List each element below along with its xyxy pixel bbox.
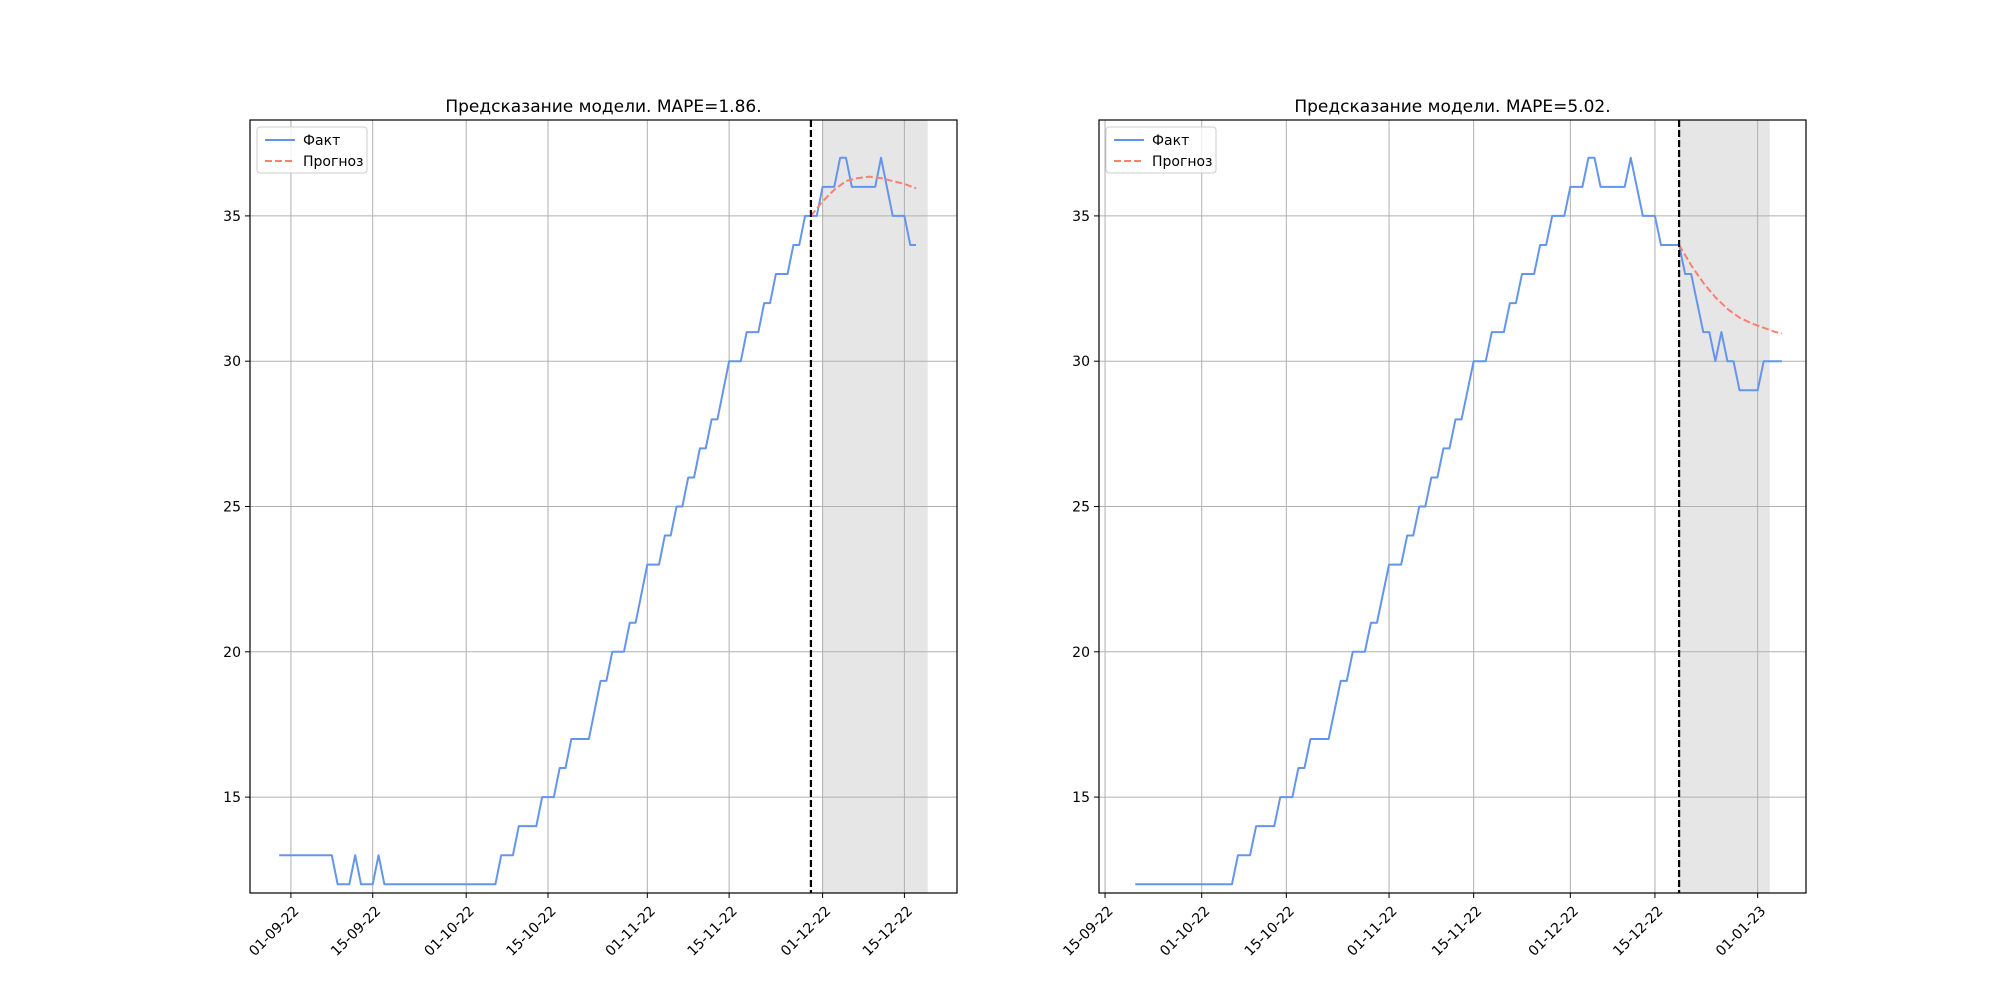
legend-label: Факт	[1152, 133, 1189, 149]
y-tick-label: 20	[223, 645, 241, 661]
series-line-forecast	[810, 175, 917, 217]
chart-left: 15 20 25 30 35 01-09-22 15-09-22 01-10-22 15-10-…	[223, 97, 958, 960]
series-line-forecast	[1678, 244, 1783, 335]
legend: Факт Прогноз	[256, 126, 368, 174]
y-tick-label: 35	[223, 209, 241, 225]
x-tick-label: 01-10-22	[422, 903, 478, 959]
x-tick-label: 15-09-22	[1060, 903, 1116, 959]
legend-label: Прогноз	[303, 154, 364, 170]
y-tick-label: 15	[1072, 790, 1090, 806]
x-tick-label: 15-10-22	[1242, 903, 1298, 959]
x-tick-label: 15-12-22	[860, 903, 916, 959]
y-tick-label: 20	[1072, 645, 1090, 661]
chart-right: 15 20 25 30 35 15-09-22 01-10-22 15-10-22 01-11-…	[1060, 97, 1807, 960]
series-line-fact	[279, 156, 917, 886]
x-tick-label: 15-10-22	[503, 903, 559, 959]
y-tick-label: 30	[1072, 354, 1090, 370]
legend: Факт Прогноз	[1105, 126, 1217, 174]
y-tick-label: 30	[223, 354, 241, 370]
legend-label: Прогноз	[1152, 154, 1213, 170]
x-tick-label: 01-01-23	[1713, 903, 1769, 959]
x-tick-label: 01-11-22	[1344, 903, 1400, 959]
y-tick-label: 25	[1072, 500, 1090, 516]
x-tick-label: 01-09-22	[246, 903, 302, 959]
x-tick-label: 01-11-22	[603, 903, 659, 959]
x-tick-label: 01-12-22	[1526, 903, 1582, 959]
x-tick-label: 15-12-22	[1610, 903, 1666, 959]
y-tick-label: 35	[1072, 209, 1090, 225]
x-tick-label: 01-12-22	[778, 903, 834, 959]
y-tick-label: 25	[223, 500, 241, 516]
y-tick-label: 15	[223, 790, 241, 806]
chart-title: Предсказание модели. MAPE=1.86.	[445, 97, 761, 117]
chart-title: Предсказание модели. MAPE=5.02.	[1294, 97, 1610, 117]
series-line-fact	[1135, 156, 1782, 886]
x-tick-label: 15-09-22	[328, 903, 384, 959]
x-tick-label: 15-11-22	[1429, 903, 1485, 959]
legend-box	[256, 126, 368, 174]
legend-label: Факт	[303, 133, 340, 149]
x-tick-label: 15-11-22	[684, 903, 740, 959]
legend-box	[1105, 126, 1217, 174]
x-tick-label: 01-10-22	[1157, 903, 1213, 959]
